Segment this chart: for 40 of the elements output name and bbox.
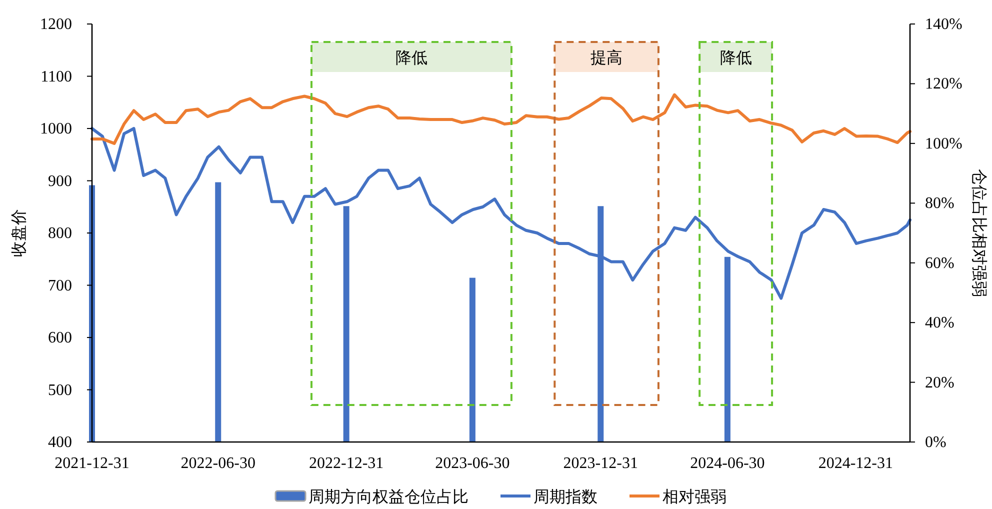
band-label: 降低 [720,50,752,67]
y-axis-title: 收盘价 [11,209,28,257]
x-tick-label: 2021-12-31 [54,455,130,472]
legend-label: 周期指数 [534,488,598,506]
legend-label: 相对强弱 [662,488,726,506]
y-tick-label: 1200 [40,16,72,33]
bar [724,256,730,442]
y2-tick-label: 140% [925,16,962,33]
y2-tick-label: 0% [925,434,946,451]
band-label: 降低 [395,50,428,67]
band: 提高 [554,41,660,406]
x-tick-label: 2022-06-30 [180,455,256,472]
x-tick-label: 2023-12-31 [563,455,638,472]
bar [598,206,604,442]
y-tick-label: 700 [48,277,72,294]
y2-tick-label: 120% [925,76,962,93]
y-tick-label: 1100 [40,68,72,86]
x-tick-label: 2024-06-30 [690,455,765,472]
band: 降低 [698,41,774,406]
x-tick-label: 2023-06-30 [435,455,510,472]
y2-tick-label: 20% [925,374,954,392]
y-tick-label: 1000 [40,120,72,138]
legend-label: 周期方向权益仓位占比 [308,488,468,506]
y-tick-label: 800 [48,225,72,242]
bar [215,182,222,442]
y2-tick-label: 60% [925,254,954,272]
bar [343,206,350,442]
y2-tick-label: 40% [925,314,954,332]
x-tick-label: 2022-12-31 [308,455,384,472]
y-tick-label: 600 [48,330,72,346]
band-label: 提高 [590,49,623,67]
y-tick-label: 900 [48,172,72,190]
bar [469,278,476,442]
y2-tick-label: 80% [925,195,954,212]
x-tick-label: 2024-12-31 [818,455,893,472]
y-tick-label: 500 [48,382,72,399]
band: 降低 [310,41,512,406]
y2-tick-label: 100% [925,135,962,152]
y2-axis-title: 仓位占比相对强弱 [970,169,988,297]
y-tick-label: 400 [48,434,72,451]
